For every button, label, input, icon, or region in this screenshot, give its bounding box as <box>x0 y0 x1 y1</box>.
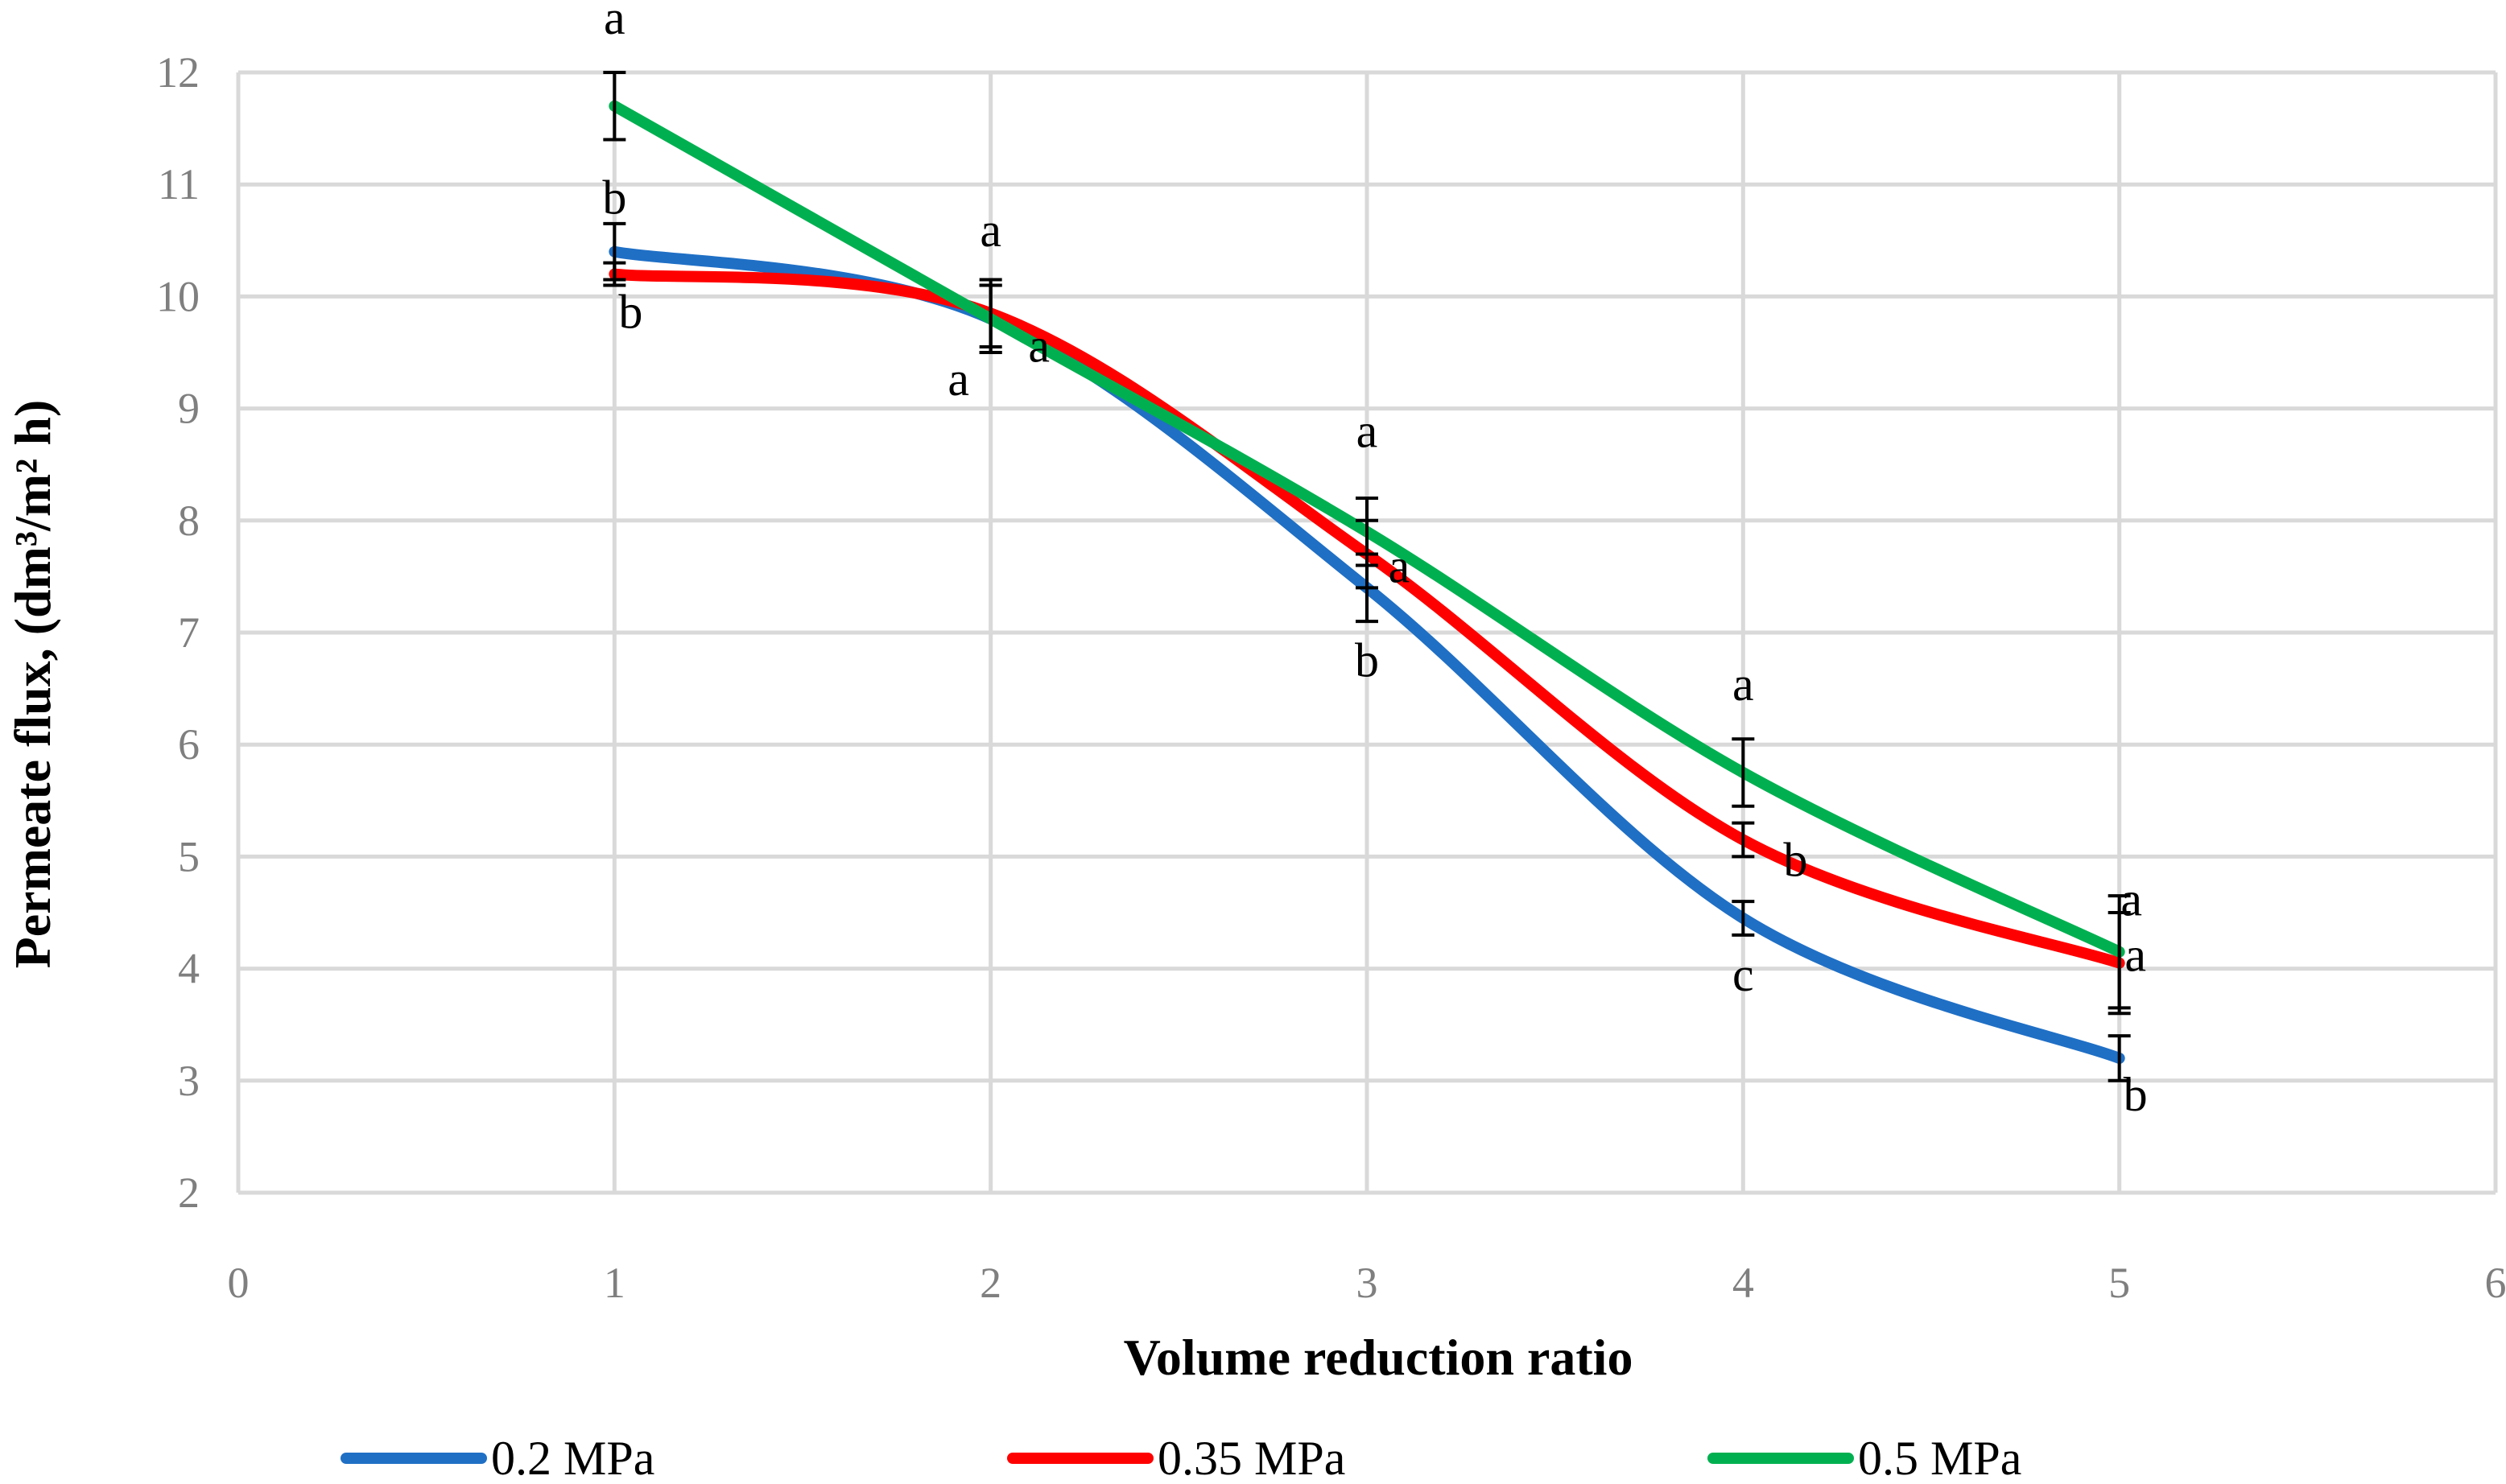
y-tick-label: 4 <box>178 945 200 993</box>
x-tick-label: 4 <box>1732 1259 1754 1307</box>
y-tick-label: 11 <box>158 160 200 208</box>
legend-label-2: 0.5 MPa <box>1858 1432 2021 1484</box>
x-tick-label: 0 <box>228 1259 250 1307</box>
x-tick-label: 5 <box>2108 1259 2130 1307</box>
significance-letter: a <box>1356 405 1378 458</box>
significance-letter: b <box>2124 1068 2148 1121</box>
y-tick-label: 9 <box>178 385 200 433</box>
significance-letter: b <box>602 171 626 225</box>
x-tick-label: 2 <box>980 1259 1001 1307</box>
error-bars <box>603 71 2131 1082</box>
legend-label-0: 0.2 MPa <box>491 1432 654 1484</box>
x-tick-label: 6 <box>2485 1259 2506 1307</box>
y-tick-label: 6 <box>178 720 200 769</box>
gridlines <box>236 70 2498 1193</box>
significance-letter: b <box>618 286 642 339</box>
y-tick-label: 5 <box>178 832 200 880</box>
significance-letter: a <box>1028 319 1050 372</box>
significance-letter: a <box>2124 929 2146 982</box>
significance-letter: a <box>980 204 1001 257</box>
y-axis-title: Permeate flux, (dm³/m² h) <box>4 400 61 969</box>
significance-letter: a <box>1732 657 1754 711</box>
significance-letter: b <box>1355 633 1379 686</box>
y-tick-label: 8 <box>178 497 200 545</box>
y-tick-label: 2 <box>178 1169 200 1217</box>
significance-letter: b <box>1783 834 1807 887</box>
legend-label-1: 0.35 MPa <box>1158 1432 1345 1484</box>
y-tick-label: 12 <box>156 48 200 97</box>
significance-letter: c <box>1732 948 1754 1001</box>
y-tick-label: 10 <box>156 272 200 320</box>
significance-letter: a <box>604 0 625 44</box>
significance-letter: a <box>1389 540 1410 593</box>
x-axis-title: Volume reduction ratio <box>1124 1329 1633 1386</box>
y-tick-label: 7 <box>178 608 200 657</box>
legend: 0.2 MPa 0.35 MPa 0.5 MPa <box>341 1432 2021 1484</box>
significance-letter: a <box>2120 873 2142 926</box>
significance-letter: a <box>947 352 969 406</box>
y-tick-label: 3 <box>178 1057 200 1105</box>
x-tick-label: 1 <box>604 1259 625 1307</box>
x-tick-label: 3 <box>1356 1259 1378 1307</box>
